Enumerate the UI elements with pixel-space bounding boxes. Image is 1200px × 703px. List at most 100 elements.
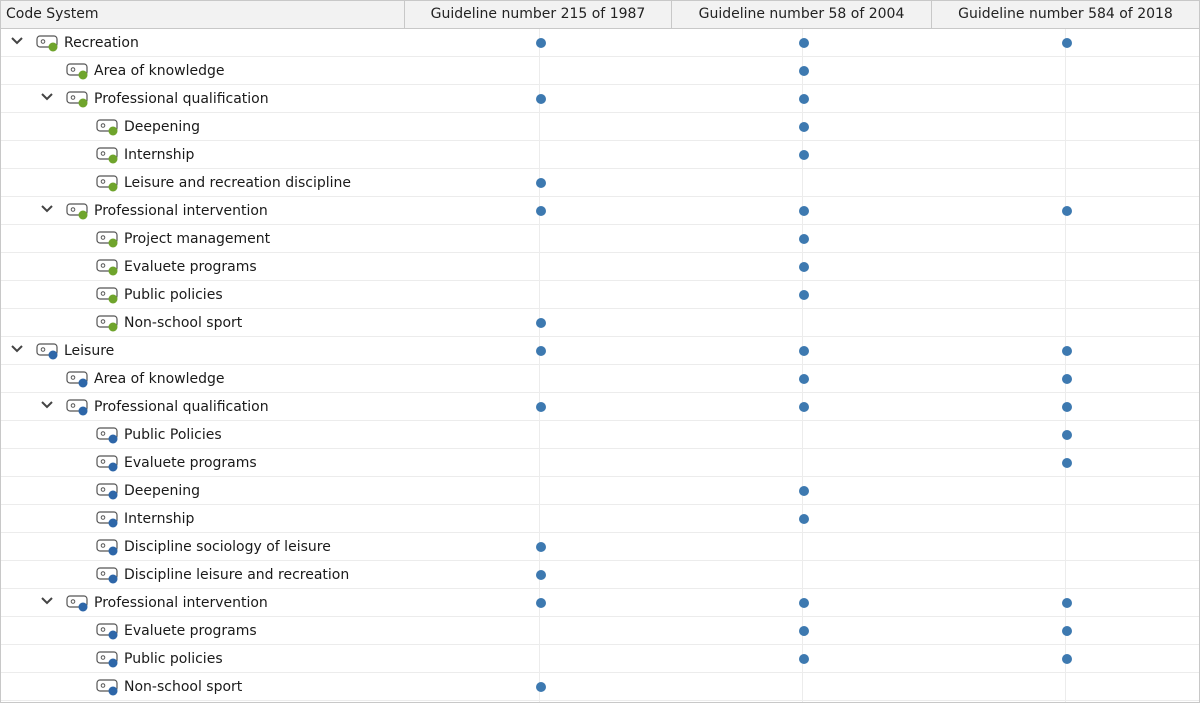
code-icon [96,511,120,529]
coded-segment-marker[interactable] [536,570,546,580]
chevron-down-icon[interactable] [40,202,54,216]
code-icon [66,63,90,81]
code-row[interactable]: Internship [1,505,1199,533]
coded-segment-marker[interactable] [536,682,546,692]
code-row[interactable]: Deepening [1,477,1199,505]
coded-segment-marker[interactable] [1062,654,1072,664]
code-label: Professional qualification [94,91,269,107]
code-row[interactable]: Project management [1,225,1199,253]
code-row[interactable]: Evaluete programs [1,617,1199,645]
code-icon [96,455,120,473]
coded-segment-marker[interactable] [536,542,546,552]
code-label: Professional intervention [94,595,268,611]
chevron-down-icon[interactable] [40,594,54,608]
code-row[interactable]: Discipline sociology of leisure [1,533,1199,561]
coded-segment-marker[interactable] [799,402,809,412]
coded-segment-marker[interactable] [799,150,809,160]
code-row[interactable]: Professional intervention [1,197,1199,225]
coded-segment-marker[interactable] [799,234,809,244]
chevron-down-icon[interactable] [10,34,24,48]
coded-segment-marker[interactable] [536,402,546,412]
coded-segment-marker[interactable] [536,318,546,328]
column-gridline [1065,29,1066,702]
code-row[interactable]: Area of knowledge [1,365,1199,393]
code-label: Non-school sport [124,679,243,695]
coded-segment-marker[interactable] [799,486,809,496]
document-column-header[interactable]: Guideline number 584 of 2018 [958,6,1173,22]
coded-segment-marker[interactable] [799,514,809,524]
code-row[interactable]: Public policies [1,645,1199,673]
coded-segment-marker[interactable] [1062,346,1072,356]
chevron-down-icon[interactable] [40,398,54,412]
coded-segment-marker[interactable] [799,654,809,664]
coded-segment-marker[interactable] [799,122,809,132]
coded-segment-marker[interactable] [1062,458,1072,468]
coded-segment-marker[interactable] [1062,206,1072,216]
coded-segment-marker[interactable] [536,598,546,608]
coded-segment-marker[interactable] [536,38,546,48]
code-row[interactable]: Discipline leisure and recreation [1,561,1199,589]
coded-segment-marker[interactable] [536,346,546,356]
coded-segment-marker[interactable] [1062,402,1072,412]
code-system-header[interactable]: Code System [1,1,405,28]
code-label: Area of knowledge [94,371,225,387]
coded-segment-marker[interactable] [536,206,546,216]
code-row[interactable]: Public Policies [1,421,1199,449]
coded-segment-marker[interactable] [799,290,809,300]
code-row[interactable]: Internship [1,141,1199,169]
coded-segment-marker[interactable] [1062,38,1072,48]
coded-segment-marker[interactable] [799,66,809,76]
code-icon [66,399,90,417]
code-label: Evaluete programs [124,259,257,275]
coded-segment-marker[interactable] [1062,626,1072,636]
code-row[interactable]: Recreation [1,29,1199,57]
code-label: Non-school sport [124,315,243,331]
code-icon [96,259,120,277]
coded-segment-marker[interactable] [799,94,809,104]
code-row[interactable]: Public policies [1,281,1199,309]
chevron-down-icon[interactable] [10,342,24,356]
code-row[interactable]: Professional qualification [1,393,1199,421]
code-icon [96,567,120,585]
chevron-down-icon[interactable] [40,90,54,104]
code-row[interactable]: Non-school sport [1,673,1199,701]
coded-segment-marker[interactable] [536,178,546,188]
code-icon [96,679,120,697]
code-row[interactable]: Area of knowledge [1,57,1199,85]
code-icon [96,119,120,137]
code-label: Public policies [124,287,223,303]
code-row[interactable]: Non-school sport [1,309,1199,337]
column-gridline [802,29,803,702]
code-row[interactable]: Professional intervention [1,589,1199,617]
coded-segment-marker[interactable] [799,346,809,356]
code-label: Discipline leisure and recreation [124,567,350,583]
coded-segment-marker[interactable] [536,94,546,104]
code-row[interactable]: Deepening [1,113,1199,141]
code-icon [96,231,120,249]
code-label: Area of knowledge [94,63,225,79]
column-gridline [539,29,540,702]
code-label: Leisure and recreation discipline [124,175,352,191]
code-row[interactable]: Evaluete programs [1,449,1199,477]
coded-segment-marker[interactable] [1062,430,1072,440]
coded-segment-marker[interactable] [799,262,809,272]
code-icon [66,203,90,221]
code-icon [36,343,60,361]
code-icon [96,315,120,333]
code-label: Leisure [64,343,115,359]
code-row[interactable]: Leisure [1,337,1199,365]
coded-segment-marker[interactable] [799,598,809,608]
coded-segment-marker[interactable] [799,206,809,216]
code-icon [96,147,120,165]
coded-segment-marker[interactable] [1062,598,1072,608]
code-row[interactable]: Leisure and recreation discipline [1,169,1199,197]
code-row[interactable]: Professional qualification [1,85,1199,113]
document-column-header[interactable]: Guideline number 58 of 2004 [672,1,932,28]
coded-segment-marker[interactable] [799,626,809,636]
coded-segment-marker[interactable] [799,374,809,384]
document-column-header[interactable]: Guideline number 215 of 1987 [405,1,672,28]
coded-segment-marker[interactable] [1062,374,1072,384]
coded-segment-marker[interactable] [799,38,809,48]
code-label: Professional intervention [94,203,268,219]
code-row[interactable]: Evaluete programs [1,253,1199,281]
